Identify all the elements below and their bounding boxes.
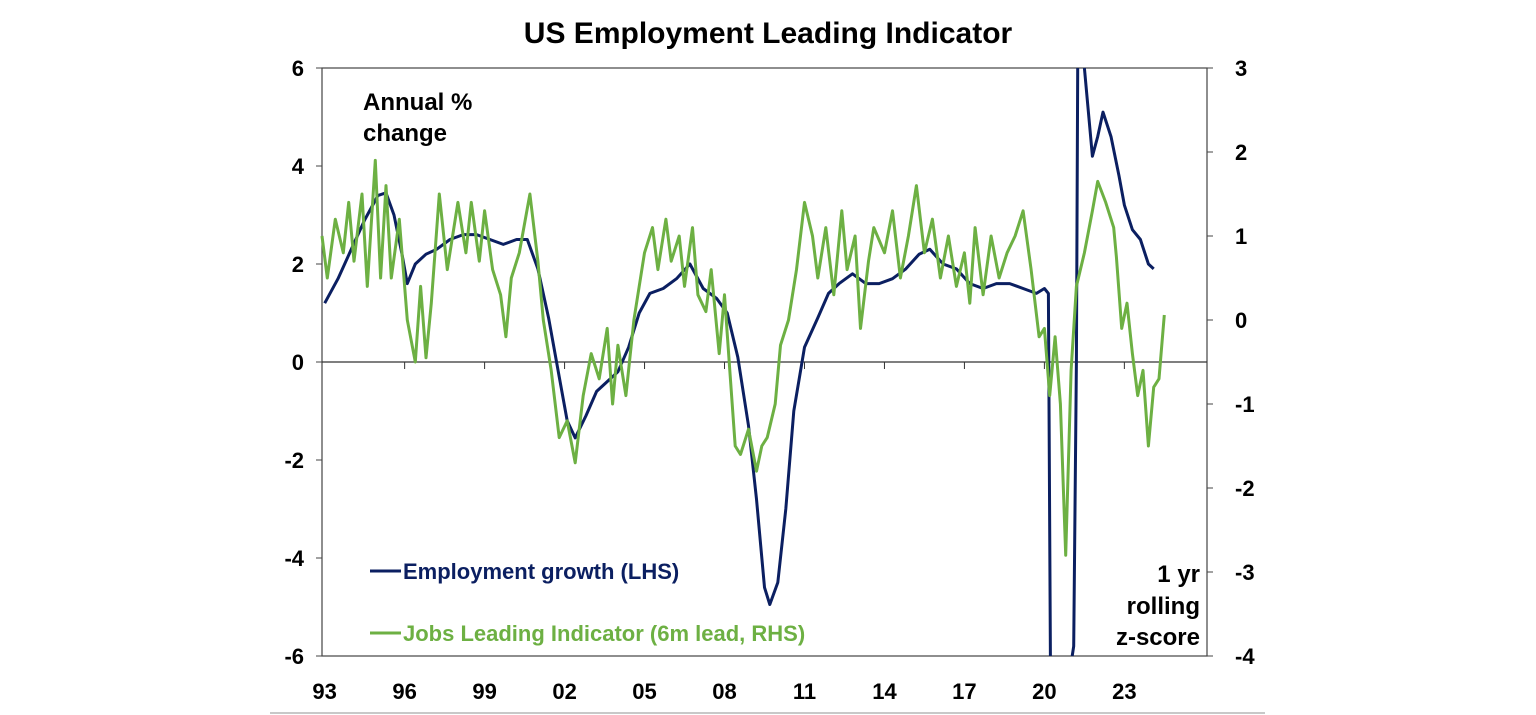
legend-label-jobs-indicator: Jobs Leading Indicator (6m lead, RHS)	[403, 621, 805, 646]
x-tick-label: 99	[472, 679, 496, 704]
x-tick-label: 93	[312, 679, 336, 704]
left-axis: 6 4 2 0 -2 -4 -6	[284, 56, 322, 669]
right-tick-label: 3	[1235, 56, 1247, 81]
right-tick-label: 0	[1235, 308, 1247, 333]
series-lines	[320, 67, 1166, 657]
left-tick-label: -2	[284, 448, 304, 473]
x-tick-label: 08	[712, 679, 736, 704]
x-axis: 93 96 99 02 05 08 11 14 17 20 23	[312, 362, 1137, 704]
x-tick-label: 96	[392, 679, 416, 704]
left-axis-label-line1: Annual %	[363, 89, 472, 116]
right-axis: 3 2 1 0 -1 -2 -3 -4	[1207, 56, 1255, 669]
x-tick-label: 05	[632, 679, 656, 704]
left-tick-label: 6	[292, 56, 304, 81]
right-axis-label-line2: rolling	[1127, 593, 1200, 620]
right-tick-label: -4	[1235, 644, 1255, 669]
right-axis-label-line1: 1 yr	[1157, 561, 1200, 588]
x-tick-label: 23	[1112, 679, 1136, 704]
right-tick-label: 1	[1235, 224, 1247, 249]
left-tick-label: 0	[292, 350, 304, 375]
left-tick-label: 2	[292, 252, 304, 277]
x-tick-label: 11	[793, 679, 816, 704]
chart-title: US Employment Leading Indicator	[524, 17, 1013, 50]
x-tick-label: 14	[872, 679, 897, 704]
right-tick-label: 2	[1235, 140, 1247, 165]
left-tick-label: -4	[284, 546, 304, 571]
right-tick-label: -3	[1235, 560, 1255, 585]
left-tick-label: -6	[284, 644, 304, 669]
x-tick-label: 17	[952, 679, 976, 704]
x-tick-label: 02	[552, 679, 576, 704]
x-tick-label: 20	[1032, 679, 1056, 704]
left-tick-label: 4	[292, 154, 305, 179]
legend: Employment growth (LHS) Jobs Leading Ind…	[370, 559, 805, 646]
right-tick-label: -1	[1235, 392, 1255, 417]
left-axis-label-line2: change	[363, 120, 447, 147]
series-line-jobs-leading-indicator	[320, 158, 1166, 557]
legend-label-employment: Employment growth (LHS)	[403, 559, 679, 584]
right-axis-label-line3: z-score	[1116, 624, 1200, 651]
right-tick-label: -2	[1235, 476, 1255, 501]
